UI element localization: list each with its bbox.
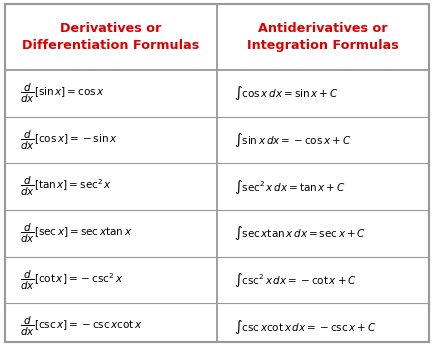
Text: $\int \cos x\,dx = \sin x + C$: $\int \cos x\,dx = \sin x + C$ (234, 84, 339, 102)
Text: $\dfrac{d}{dx}\left[\cot x\right] = -\csc^2 x$: $\dfrac{d}{dx}\left[\cot x\right] = -\cs… (20, 268, 124, 292)
Text: $\int \sin x\,dx = -\cos x + C$: $\int \sin x\,dx = -\cos x + C$ (234, 131, 352, 149)
Text: $\int \sec x\tan x\,dx = \sec x + C$: $\int \sec x\tan x\,dx = \sec x + C$ (234, 224, 367, 243)
Text: $\dfrac{d}{dx}\left[\sec x\right] = \sec x\tan x$: $\dfrac{d}{dx}\left[\sec x\right] = \sec… (20, 222, 133, 245)
Text: $\int \csc^2 x\,dx = -\cot x + C$: $\int \csc^2 x\,dx = -\cot x + C$ (234, 271, 358, 289)
Text: $\int \csc x\cot x\,dx = -\csc x + C$: $\int \csc x\cot x\,dx = -\csc x + C$ (234, 318, 377, 336)
Text: $\int \sec^2 x\,dx = \tan x + C$: $\int \sec^2 x\,dx = \tan x + C$ (234, 177, 346, 196)
Text: $\dfrac{d}{dx}\left[\csc x\right] = -\csc x\cot x$: $\dfrac{d}{dx}\left[\csc x\right] = -\cs… (20, 315, 143, 338)
Text: Antiderivatives or
Integration Formulas: Antiderivatives or Integration Formulas (247, 22, 399, 52)
Text: $\dfrac{d}{dx}\left[\sin x\right] = \cos x$: $\dfrac{d}{dx}\left[\sin x\right] = \cos… (20, 82, 105, 105)
Text: $\dfrac{d}{dx}\left[\tan x\right] = \sec^2 x$: $\dfrac{d}{dx}\left[\tan x\right] = \sec… (20, 175, 112, 198)
Text: Derivatives or
Differentiation Formulas: Derivatives or Differentiation Formulas (23, 22, 200, 52)
Text: $\dfrac{d}{dx}\left[\cos x\right] = -\sin x$: $\dfrac{d}{dx}\left[\cos x\right] = -\si… (20, 128, 118, 152)
